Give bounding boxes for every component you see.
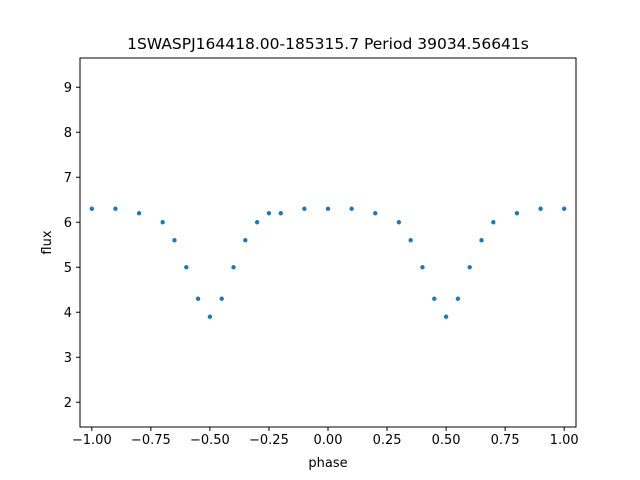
data-point — [184, 265, 189, 270]
x-tick-label: 0.00 — [314, 433, 343, 448]
data-point — [443, 314, 449, 319]
x-axis: −1.00 −0.75 −0.50 −0.25 0.00 0.25 0.50 0.75 1.00 — [72, 427, 579, 448]
plot-area — [89, 206, 567, 319]
data-point — [538, 206, 543, 211]
y-tick-label: 7 — [64, 171, 72, 186]
y-tick-label: 8 — [64, 126, 72, 141]
data-point — [113, 206, 118, 211]
data-point — [266, 211, 272, 216]
data-point — [373, 211, 378, 216]
y-tick-label: 6 — [64, 216, 72, 231]
y-tick-label: 5 — [64, 261, 72, 276]
data-point — [172, 238, 177, 243]
data-point — [302, 206, 307, 211]
y-tick-label: 4 — [64, 306, 72, 321]
x-axis-label: phase — [308, 456, 347, 471]
data-point — [408, 238, 413, 243]
y-axis: 2 3 4 5 6 7 8 9 — [64, 81, 80, 411]
data-point — [195, 296, 201, 301]
data-point — [160, 220, 165, 225]
x-tick-label: −1.00 — [72, 433, 112, 448]
x-tick-label: 0.50 — [432, 433, 461, 448]
y-axis-label: flux — [40, 230, 55, 254]
x-tick-label: 1.00 — [550, 433, 579, 448]
data-point — [561, 206, 567, 211]
data-point — [207, 314, 213, 319]
data-point — [396, 220, 402, 225]
data-point — [325, 206, 331, 211]
y-tick-label: 9 — [64, 81, 72, 96]
data-point — [432, 296, 437, 301]
data-point — [491, 220, 496, 225]
data-point — [219, 296, 224, 301]
data-point — [136, 211, 142, 216]
x-tick-label: −0.25 — [249, 433, 289, 448]
y-tick-label: 3 — [64, 351, 72, 366]
y-tick-label: 2 — [64, 396, 72, 411]
x-tick-label: −0.50 — [190, 433, 230, 448]
data-point — [479, 238, 484, 243]
chart-title: 1SWASPJ164418.00-185315.7 Period 39034.5… — [127, 35, 529, 53]
data-point — [467, 265, 472, 270]
data-point — [349, 206, 354, 211]
data-point — [278, 211, 283, 216]
plot-frame — [79, 57, 577, 428]
data-point — [420, 265, 425, 270]
x-tick-label: 0.75 — [491, 433, 520, 448]
x-tick-label: −0.75 — [131, 433, 171, 448]
data-point — [455, 296, 461, 301]
x-tick-label: 0.25 — [373, 433, 402, 448]
data-point — [89, 206, 95, 211]
data-point — [243, 238, 248, 243]
data-point — [254, 220, 260, 225]
data-point — [514, 211, 520, 216]
data-point — [231, 265, 236, 270]
